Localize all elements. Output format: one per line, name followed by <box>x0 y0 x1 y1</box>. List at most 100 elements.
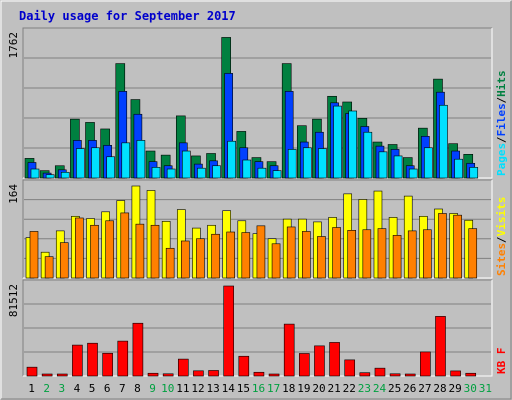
x-tick-label-day-3: 3 <box>59 382 66 395</box>
chart-panel-2: 164 Sites/Visits <box>7 179 508 279</box>
bar-pages-day-9 <box>151 167 161 179</box>
legend-separator: / <box>495 136 508 143</box>
bar-pages-day-2 <box>45 174 55 179</box>
x-tick-label-day-14: 14 <box>222 382 236 395</box>
bar-sites-day-8 <box>135 223 145 279</box>
bar-kbytes-day-17 <box>268 373 280 377</box>
bar-kbytes-day-30 <box>465 372 477 377</box>
bar-sites-day-7 <box>120 212 130 279</box>
x-tick-label-day-17: 17 <box>267 382 280 395</box>
bar-sites-day-5 <box>90 224 99 279</box>
bar-sites-day-11 <box>180 240 190 279</box>
bar-kbytes-day-13 <box>208 370 219 377</box>
bar-sites-day-26 <box>407 230 417 279</box>
bar-pages-day-16 <box>257 167 267 179</box>
bar-sites-day-14 <box>226 231 235 279</box>
x-tick-label-day-2: 2 <box>43 382 50 395</box>
bar-sites-day-9 <box>150 224 160 279</box>
bar-pages-day-8 <box>136 140 146 179</box>
x-tick-label-day-7: 7 <box>119 382 126 395</box>
bar-kbytes-day-8 <box>132 322 144 377</box>
y-max-label: 1762 <box>7 32 20 59</box>
bar-sites-day-4 <box>75 217 84 279</box>
bar-sites-day-12 <box>196 238 205 279</box>
chart-panel-1: 1762 Pages/Files/Hits <box>7 27 508 179</box>
x-tick-label-day-6: 6 <box>104 382 111 395</box>
x-tick-label-day-25: 25 <box>388 382 401 395</box>
bar-kbytes-day-6 <box>102 352 113 377</box>
bar-kbytes-day-12 <box>193 370 204 377</box>
bar-pages-day-1 <box>30 168 40 179</box>
chart-title: Daily usage for September 2017 <box>19 9 236 23</box>
bar-pages-day-30 <box>469 167 479 179</box>
x-tick-label-day-11: 11 <box>176 382 189 395</box>
panel-legend: Pages/Files/Hits <box>495 70 508 176</box>
x-tick-label-day-16: 16 <box>252 382 265 395</box>
bar-sites-day-24 <box>377 228 387 279</box>
bar-pages-day-19 <box>303 147 312 179</box>
bar-kbytes-day-21 <box>329 342 340 377</box>
legend-visits: Visits <box>495 197 508 237</box>
bar-kbytes-day-27 <box>420 351 431 377</box>
bar-sites-day-17 <box>271 243 281 279</box>
bar-sites-day-19 <box>302 231 311 279</box>
bar-sites-day-16 <box>256 225 266 279</box>
bar-kbytes-day-15 <box>238 355 250 377</box>
bar-kbytes-day-9 <box>147 372 159 377</box>
legend-hits: Hits <box>495 70 508 97</box>
panel-bevel-dark <box>22 279 492 376</box>
x-tick-label-day-27: 27 <box>418 382 431 395</box>
bar-pages-day-25 <box>393 155 403 179</box>
panel-legend: Sites/Visits <box>495 197 508 276</box>
bar-sites-day-3 <box>59 242 69 279</box>
x-tick-label-day-28: 28 <box>433 382 446 395</box>
legend-files: Files <box>495 103 508 136</box>
x-tick-label-day-23: 23 <box>358 382 371 395</box>
bar-pages-day-6 <box>106 156 115 179</box>
x-tick-label-day-26: 26 <box>403 382 416 395</box>
x-tick-label-day-22: 22 <box>343 382 356 395</box>
bar-kbytes-day-5 <box>87 342 98 377</box>
bar-pages-day-21 <box>333 105 342 179</box>
x-tick-label-day-19: 19 <box>297 382 310 395</box>
bar-kbytes-day-20 <box>314 345 325 377</box>
legend-separator: / <box>495 97 508 104</box>
bar-kbytes-day-24 <box>374 367 386 377</box>
bar-pages-day-7 <box>121 142 131 179</box>
x-tick-label-day-1: 1 <box>28 382 35 395</box>
x-tick-label-day-4: 4 <box>74 382 81 395</box>
y-max-label: 81512 <box>7 284 20 317</box>
bar-pages-day-22 <box>348 110 358 179</box>
bar-kbytes-day-1 <box>26 366 38 377</box>
x-tick-label-day-9: 9 <box>149 382 156 395</box>
bar-kbytes-day-14 <box>223 285 234 377</box>
x-tick-label-day-5: 5 <box>89 382 96 395</box>
bar-sites-day-1 <box>29 231 39 279</box>
bar-sites-day-21 <box>332 227 341 279</box>
bar-sites-day-18 <box>286 226 296 279</box>
bar-pages-day-3 <box>60 171 70 179</box>
x-tick-label-day-18: 18 <box>282 382 295 395</box>
legend-kb-f: KB F <box>495 348 508 375</box>
bar-kbytes-day-26 <box>404 373 416 377</box>
bar-sites-day-27 <box>423 229 432 279</box>
bar-kbytes-day-29 <box>450 370 461 377</box>
bar-pages-day-24 <box>378 151 388 179</box>
x-tick-label-day-29: 29 <box>449 382 462 395</box>
legend-sites: Sites <box>495 243 508 276</box>
panel-legend: KB F <box>495 348 508 375</box>
x-tick-label-day-12: 12 <box>191 382 204 395</box>
bar-kbytes-day-3 <box>56 373 68 377</box>
bar-kbytes-day-11 <box>177 358 189 377</box>
bar-sites-day-25 <box>392 235 402 279</box>
bar-pages-day-23 <box>363 131 373 179</box>
bar-kbytes-day-7 <box>117 340 129 377</box>
bar-kbytes-day-25 <box>389 373 401 377</box>
bar-sites-day-2 <box>44 256 54 279</box>
bar-pages-day-28 <box>439 104 448 179</box>
bar-pages-day-14 <box>227 140 236 179</box>
x-tick-label-day-13: 13 <box>206 382 219 395</box>
bar-sites-day-15 <box>241 232 251 279</box>
